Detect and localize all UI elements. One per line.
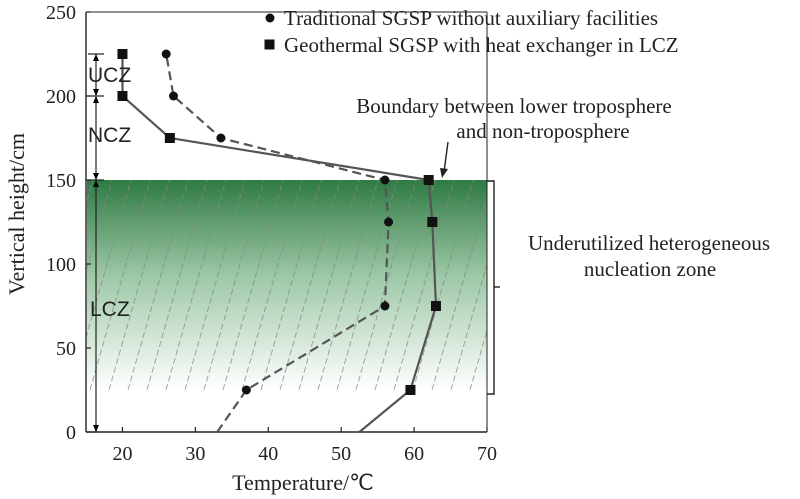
series-layer <box>121 53 438 433</box>
series-0-point <box>168 91 178 101</box>
zone-label-ucz: UCZ <box>88 64 131 87</box>
series-1-point <box>117 91 128 101</box>
x-tick-label: 40 <box>258 443 278 465</box>
nucleation-zone-bracket <box>487 180 500 395</box>
hatch-line <box>260 180 322 390</box>
hatch-line <box>165 180 227 390</box>
y-tick-label: 200 <box>46 86 76 108</box>
series-1-point <box>164 133 175 143</box>
plot-axes: 20 30 40 50 60 70 0 50 100 150 200 250 <box>46 2 497 465</box>
series-1-point <box>427 217 438 227</box>
legend: Traditional SGSP without auxiliary facil… <box>264 6 679 57</box>
hatch-line <box>279 180 341 390</box>
hatch-line <box>336 180 398 390</box>
zone-markers <box>88 53 104 432</box>
hatch-line <box>508 180 568 390</box>
boundary-arrow <box>440 141 449 178</box>
nucleation-zone-label-line2: nucleation zone <box>584 257 716 281</box>
series-1-point <box>430 301 441 311</box>
hatch-line <box>89 180 151 390</box>
hatch-line <box>241 180 303 390</box>
ncz-arrow-arrowhead-bottom <box>93 173 99 180</box>
y-axis-title: Vertical height/cm <box>4 133 29 295</box>
series-line-1 <box>121 54 438 433</box>
hatch-line <box>374 180 436 390</box>
boundary-annotation-line1: Boundary between lower troposphere <box>356 94 671 118</box>
hatch-line <box>393 180 455 390</box>
marker-layer <box>117 49 441 395</box>
hatch-line <box>222 180 284 390</box>
y-tick-label: 150 <box>46 170 76 192</box>
zone-label-lcz: LCZ <box>90 298 130 321</box>
hatch-line <box>86 180 132 340</box>
hatch-line <box>317 180 379 390</box>
ucz-arrow-arrowhead-top <box>93 54 99 61</box>
boundary-annotation-line2: and non-troposphere <box>456 119 629 143</box>
series-0-point <box>216 133 226 143</box>
x-tick-label: 50 <box>331 443 351 465</box>
y-tick-label: 250 <box>46 2 76 24</box>
legend-circle-marker <box>265 13 275 23</box>
lcz-arrow-arrowhead-bottom <box>93 425 99 432</box>
series-1-point <box>405 385 416 395</box>
x-tick-label: 60 <box>404 443 424 465</box>
y-tick-label: 50 <box>56 338 76 360</box>
legend-square-marker <box>264 39 275 50</box>
hatch-line <box>184 180 246 390</box>
series-1-point <box>423 175 434 185</box>
hatch-line <box>431 195 487 390</box>
hatch-line <box>355 180 417 390</box>
hatch-line <box>127 180 189 390</box>
hatch-line <box>203 180 265 390</box>
ucz-arrow-arrowhead-bottom <box>93 89 99 96</box>
series-0-point <box>384 217 394 227</box>
hatch-line <box>298 180 360 390</box>
legend-label-geothermal: Geothermal SGSP with heat exchanger in L… <box>284 33 679 57</box>
x-tick-label: 70 <box>477 443 497 465</box>
legend-label-traditional: Traditional SGSP without auxiliary facil… <box>284 6 658 30</box>
hatch-line <box>469 328 487 390</box>
series-1-point <box>117 49 128 59</box>
x-tick-label: 20 <box>112 443 132 465</box>
shaded-region <box>87 180 487 390</box>
lcz-arrow-arrowhead-top <box>93 180 99 187</box>
hatch-line <box>86 180 113 273</box>
x-tick-label: 30 <box>185 443 205 465</box>
series-0-point <box>161 49 171 59</box>
x-axis-title: Temperature/℃ <box>232 470 374 495</box>
nucleation-zone-shading <box>87 180 487 390</box>
ncz-arrow-arrowhead-top <box>93 96 99 103</box>
y-tick-label: 100 <box>46 254 76 276</box>
hatch-line <box>108 180 170 390</box>
series-0-point <box>380 175 390 185</box>
zone-label-ncz: NCZ <box>88 124 131 147</box>
y-tick-label: 0 <box>66 422 76 444</box>
hatch-line <box>412 180 474 390</box>
series-0-point <box>380 301 390 311</box>
nucleation-zone-hatching <box>86 180 568 390</box>
hatch-line <box>450 262 487 390</box>
hatch-line <box>146 180 208 390</box>
hatch-line <box>489 180 549 390</box>
series-line-0 <box>165 53 390 433</box>
nucleation-zone-label-line1: Underutilized heterogeneous <box>528 231 770 255</box>
series-0-point <box>241 385 251 395</box>
